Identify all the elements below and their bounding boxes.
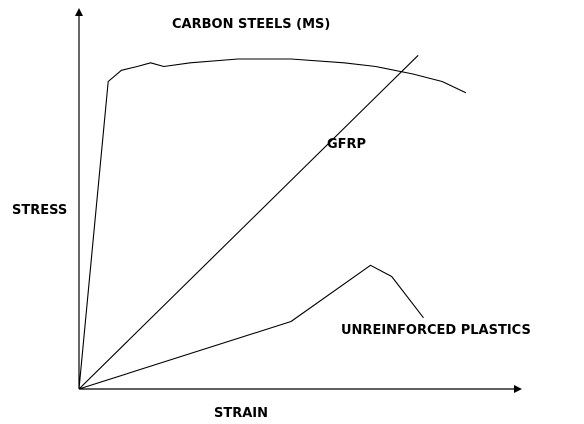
carbon-steel-label: CARBON STEELS (MS) bbox=[172, 17, 330, 32]
unreinforced-plastics-curve bbox=[78, 264, 424, 390]
unreinforced-plastics-label: UNREINFORCED PLASTICS bbox=[341, 323, 531, 338]
series-layer bbox=[78, 54, 467, 390]
gfrp-label: GFRP bbox=[327, 137, 366, 152]
y-axis-label: STRESS bbox=[12, 203, 67, 218]
gfrp-line bbox=[78, 54, 419, 390]
x-axis-label: STRAIN bbox=[214, 406, 268, 421]
carbon-steel-curve bbox=[78, 58, 467, 390]
